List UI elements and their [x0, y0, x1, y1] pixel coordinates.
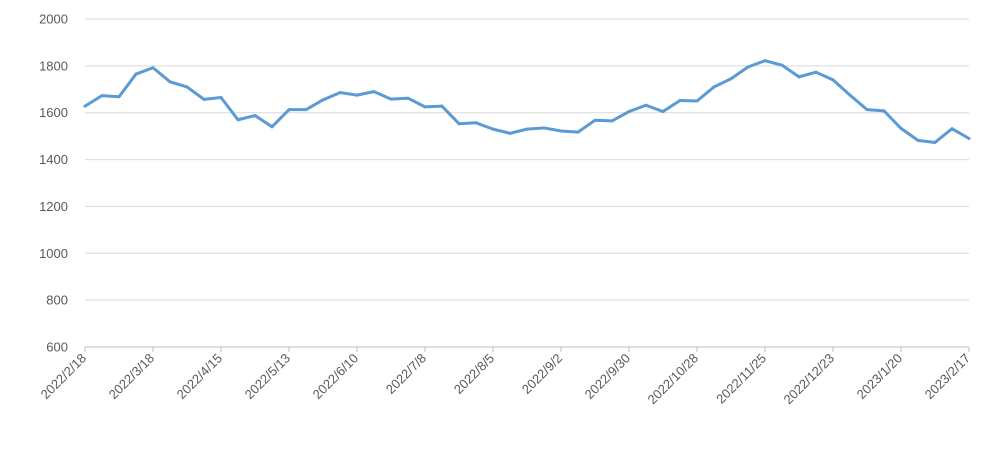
data-point: [304, 108, 308, 112]
data-point: [185, 85, 189, 89]
data-point: [950, 127, 954, 131]
data-point: [627, 110, 631, 114]
data-point: [491, 127, 495, 131]
data-point: [763, 59, 767, 63]
data-point: [134, 72, 138, 76]
series-layer: [83, 59, 971, 144]
data-point: [593, 118, 597, 122]
data-point: [780, 63, 784, 67]
data-point: [576, 130, 580, 134]
data-point: [508, 131, 512, 135]
data-point: [797, 75, 801, 79]
x-tick-label: 2023/2/17: [922, 351, 974, 403]
y-tick-label: 2000: [39, 12, 68, 27]
data-point: [219, 95, 223, 99]
data-point: [389, 97, 393, 101]
x-tick-label: 2022/2/18: [38, 351, 90, 403]
y-tick-label: 600: [46, 340, 68, 355]
data-point: [746, 65, 750, 69]
data-point: [457, 122, 461, 126]
data-point: [695, 99, 699, 103]
data-point: [967, 136, 971, 140]
data-point: [610, 119, 614, 123]
x-tick-label: 2022/9/2: [519, 351, 565, 397]
data-point: [270, 125, 274, 129]
data-point: [168, 80, 172, 84]
data-point: [525, 127, 529, 131]
data-point: [542, 126, 546, 130]
data-point: [253, 114, 257, 118]
data-point: [423, 105, 427, 109]
x-tick-label: 2022/10/28: [644, 351, 701, 408]
data-point: [151, 66, 155, 70]
x-tick-label: 2022/7/8: [383, 351, 429, 397]
x-axis: [84, 346, 970, 352]
data-point: [678, 99, 682, 103]
data-point: [831, 78, 835, 82]
data-point: [406, 96, 410, 100]
y-tick-label: 1800: [39, 58, 68, 73]
x-tick-label: 2022/12/23: [780, 351, 837, 408]
x-tick-label: 2022/6/10: [310, 351, 362, 403]
data-point: [814, 70, 818, 74]
x-tick-label: 2022/8/5: [451, 351, 497, 397]
y-axis-tick-labels: 600 800 1000 1200 1400 1600 1800 2000: [39, 12, 68, 355]
data-point: [100, 94, 104, 98]
data-point: [933, 140, 937, 144]
data-point: [117, 95, 121, 99]
x-tick-label: 2022/4/15: [174, 351, 226, 403]
y-tick-label: 800: [46, 293, 68, 308]
data-point: [321, 98, 325, 102]
x-tick-label: 2023/1/20: [854, 351, 906, 403]
data-point: [729, 77, 733, 81]
y-tick-label: 1600: [39, 105, 68, 120]
x-tick-label: 2022/3/18: [106, 351, 158, 403]
data-point: [474, 121, 478, 125]
data-point: [440, 104, 444, 108]
data-point: [899, 126, 903, 130]
data-point: [865, 108, 869, 112]
data-point: [848, 93, 852, 97]
data-point: [644, 103, 648, 107]
x-tick-label: 2022/5/13: [242, 351, 294, 403]
gridlines: [85, 18, 969, 301]
x-tick-label: 2022/9/30: [582, 351, 634, 403]
data-point: [355, 93, 359, 97]
data-point: [83, 104, 87, 108]
x-tick-label: 2022/11/25: [713, 351, 769, 407]
data-point: [287, 108, 291, 112]
x-axis-tick-labels: 2022/2/18 2022/3/18 2022/4/15 2022/5/13 2022…: [38, 351, 974, 408]
data-point: [559, 129, 563, 133]
y-tick-label: 1200: [39, 199, 68, 214]
y-tick-label: 1000: [39, 246, 68, 261]
data-point: [916, 138, 920, 142]
data-point: [236, 118, 240, 122]
data-point: [202, 97, 206, 101]
data-point: [661, 110, 665, 114]
data-point: [882, 109, 886, 113]
data-point: [338, 91, 342, 95]
y-tick-label: 1400: [39, 152, 68, 167]
data-point: [712, 85, 716, 89]
data-point: [372, 90, 376, 94]
